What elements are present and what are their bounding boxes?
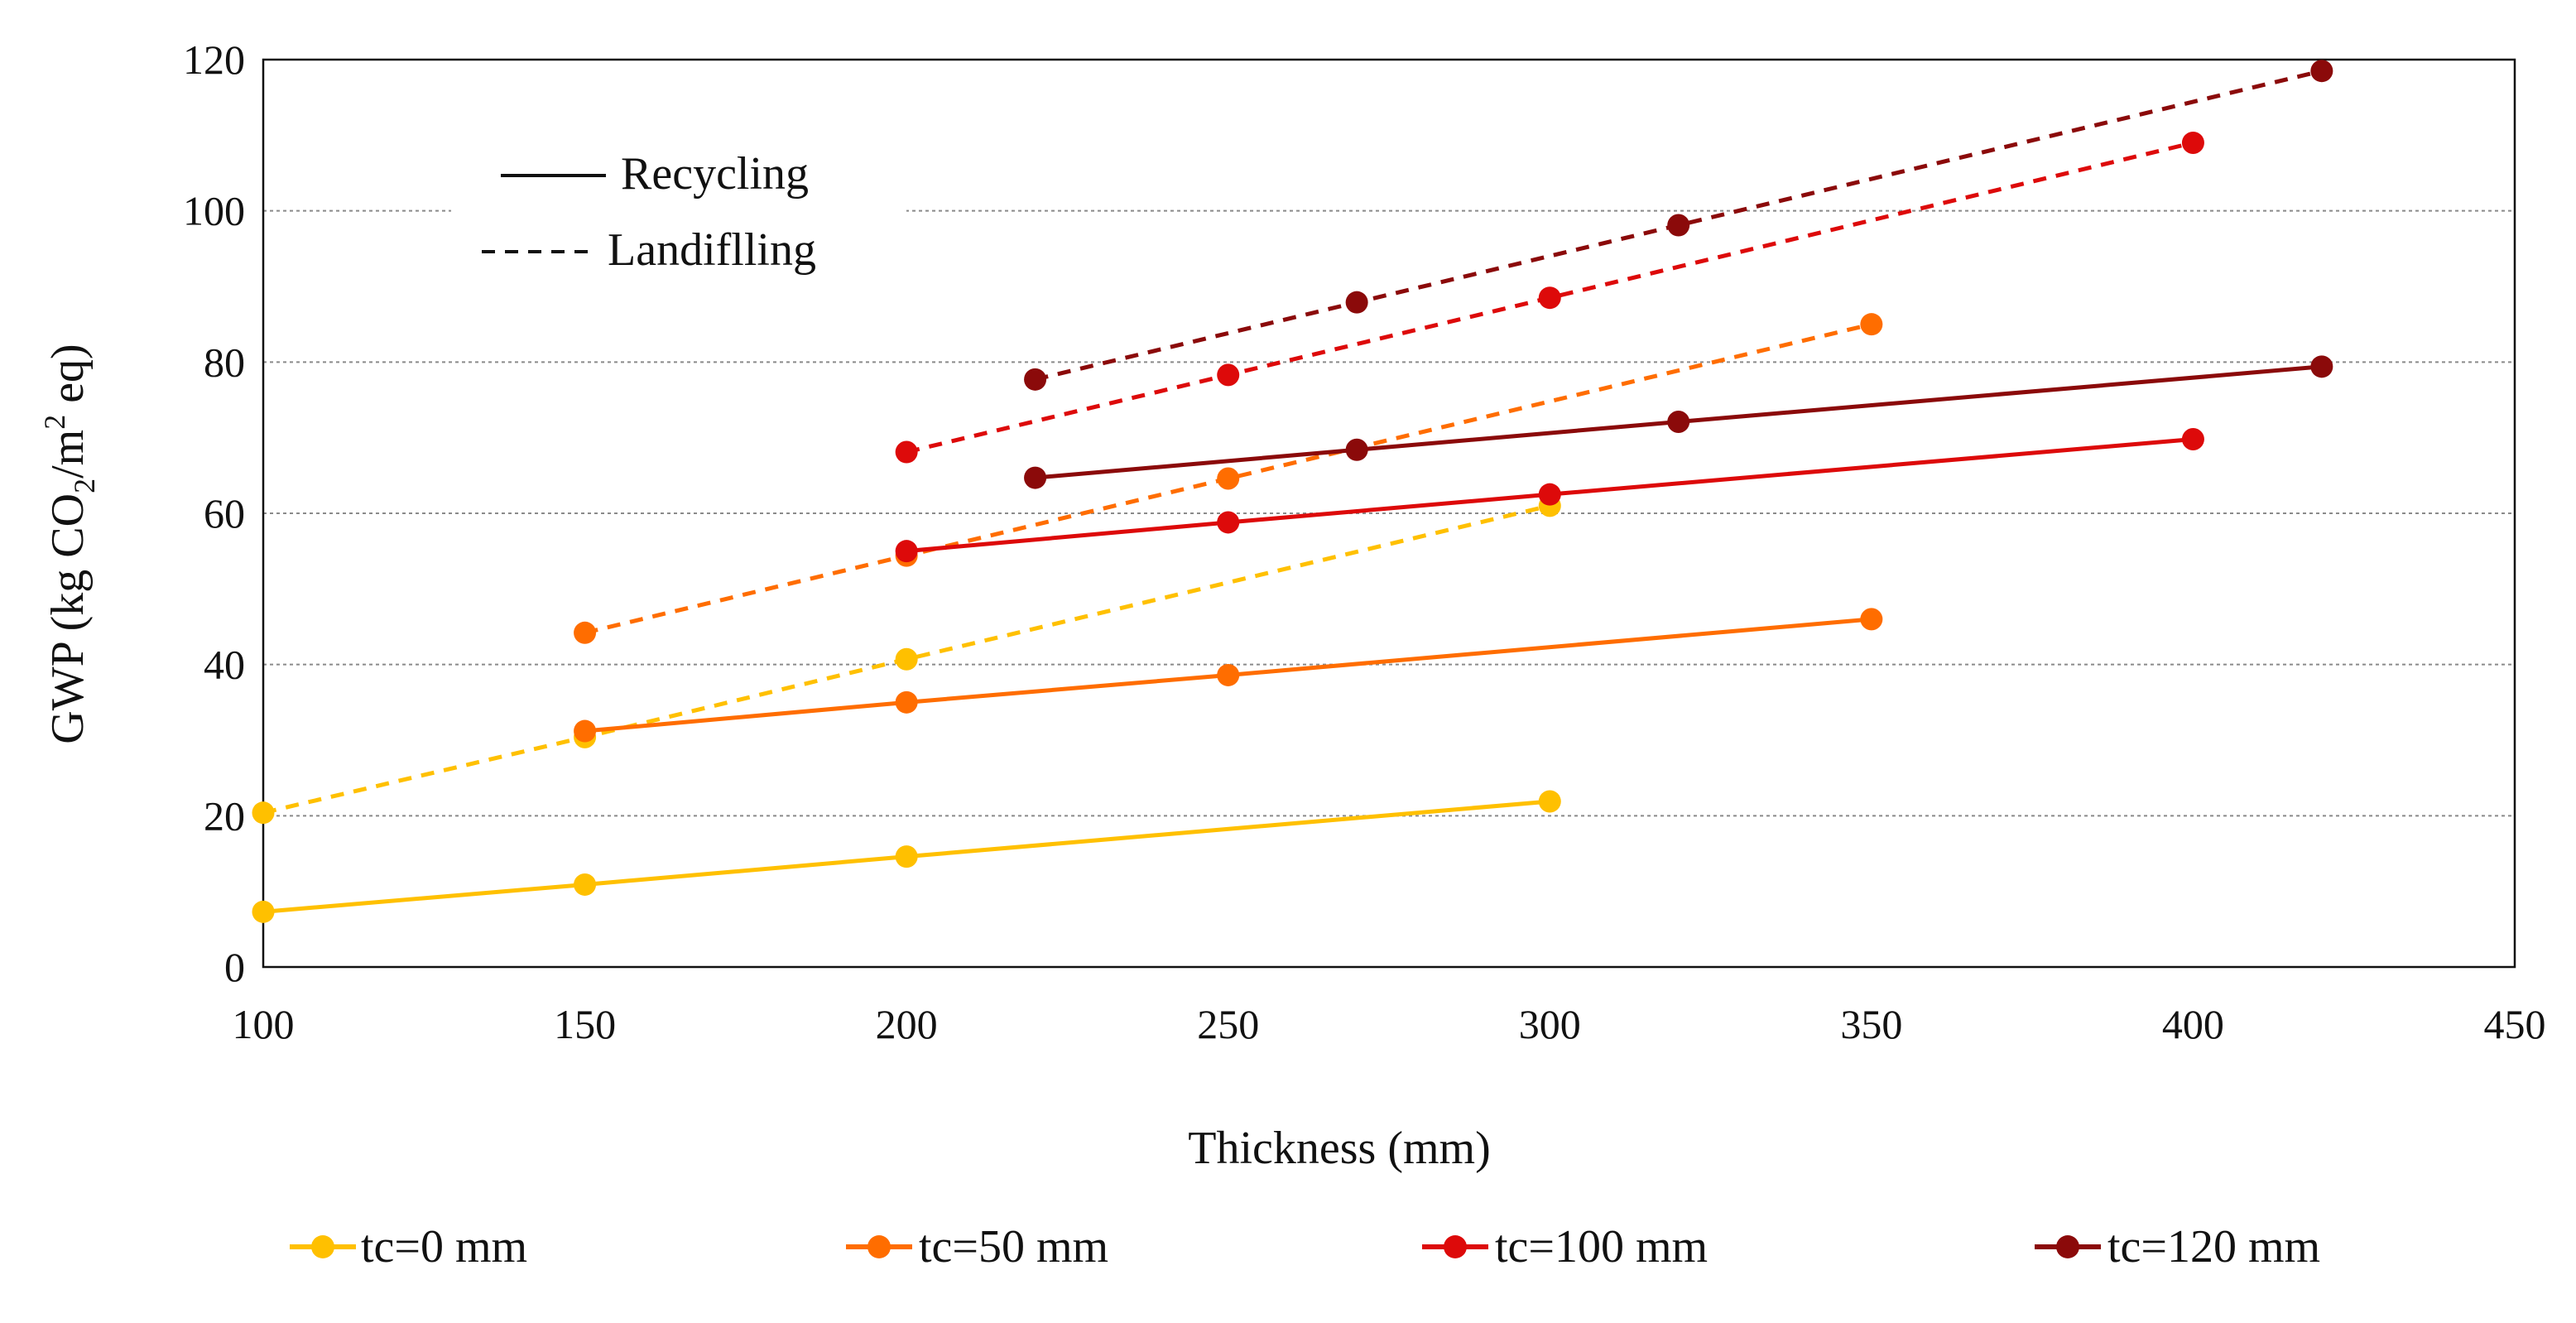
- series-tc-120-mm-recycling: [1024, 355, 2333, 489]
- data-point: [895, 690, 918, 714]
- y-tick-label: 0: [224, 944, 245, 990]
- plot-frame: [262, 58, 2516, 969]
- series-tc-50-mm-landfilling: [574, 313, 1883, 644]
- data-point: [1860, 313, 1883, 336]
- y-tick-label: 60: [204, 490, 245, 536]
- series-tc-100-mm-recycling: [895, 427, 2204, 563]
- legend-swatch-marker: [2056, 1235, 2079, 1258]
- series-line: [906, 437, 2194, 554]
- x-tick-label: 300: [1519, 1001, 1581, 1047]
- data-point: [1538, 483, 1561, 506]
- data-point: [1217, 511, 1240, 534]
- data-point: [1217, 467, 1240, 490]
- data-point: [1538, 790, 1561, 813]
- series-line: [262, 799, 1550, 914]
- legend-item-tc-100: tc=100 mm: [1422, 1221, 1708, 1272]
- style-legend-background: [451, 137, 906, 310]
- data-point: [2181, 131, 2204, 154]
- data-point: [1217, 663, 1240, 686]
- data-point: [574, 621, 597, 644]
- recycling-legend-label: Recycling: [621, 148, 809, 200]
- x-tick-label: 150: [554, 1001, 616, 1047]
- x-tick-label: 100: [233, 1001, 295, 1047]
- y-tick-label: 40: [204, 642, 245, 688]
- data-point: [574, 873, 597, 896]
- series-line: [584, 322, 1872, 635]
- legend-label: tc=50 mm: [919, 1221, 1108, 1272]
- legend-item-tc-0: tc=0 mm: [290, 1221, 527, 1272]
- legend-swatch-marker: [311, 1235, 334, 1258]
- y-tick-label: 80: [204, 339, 245, 385]
- data-point: [1217, 363, 1240, 387]
- data-point: [1345, 438, 1368, 461]
- data-point: [1538, 286, 1561, 310]
- data-point: [2181, 427, 2204, 450]
- data-point: [895, 647, 918, 671]
- data-point: [1024, 368, 1047, 391]
- data-point: [574, 719, 597, 743]
- x-tick-label: 400: [2162, 1001, 2224, 1047]
- x-tick-label: 350: [1840, 1001, 1902, 1047]
- legend-label: tc=0 mm: [361, 1221, 527, 1272]
- series-layer: [252, 60, 2333, 923]
- data-point: [2310, 60, 2333, 83]
- data-point: [895, 540, 918, 563]
- data-point: [1345, 291, 1368, 314]
- y-tick-label: 100: [183, 188, 245, 234]
- series-line: [1035, 364, 2323, 480]
- data-point: [1024, 466, 1047, 489]
- x-axis-title: Thickness (mm): [1188, 1123, 1490, 1174]
- series-line: [906, 141, 2194, 455]
- data-point: [895, 440, 918, 464]
- legend-item-tc-120: tc=120 mm: [2035, 1221, 2320, 1272]
- data-point: [1860, 608, 1883, 631]
- y-axis-title: GWP (kg CO2/m2 eq): [38, 344, 101, 743]
- series-tc-50-mm-recycling: [574, 608, 1883, 743]
- series-line: [584, 617, 1872, 734]
- legend-swatch-marker: [867, 1235, 891, 1258]
- legend-label: tc=100 mm: [1495, 1221, 1708, 1272]
- legend-item-tc-50: tc=50 mm: [846, 1221, 1108, 1272]
- x-tick-label: 450: [2484, 1001, 2546, 1047]
- series-tc-0-mm-recycling: [252, 790, 1561, 923]
- tick-labels: 0 20 40 60 80 100 120 100 150 200 250 300 350 400 450: [183, 36, 2546, 1047]
- data-point: [2310, 355, 2333, 378]
- data-point: [252, 900, 275, 923]
- series-tc-100-mm-landfilling: [895, 131, 2204, 464]
- data-point: [895, 845, 918, 868]
- axes: [262, 58, 2516, 969]
- x-tick-label: 250: [1197, 1001, 1259, 1047]
- series-line: [1034, 69, 2323, 382]
- legend-swatch-marker: [1444, 1235, 1467, 1258]
- series-line: [262, 503, 1550, 815]
- x-tick-label: 200: [876, 1001, 938, 1047]
- data-point: [252, 801, 275, 825]
- style-legend: Recycling Landiflling: [451, 137, 906, 310]
- landfilling-legend-label: Landiflling: [608, 224, 816, 276]
- series-tc-120-mm-landfilling: [1024, 60, 2333, 391]
- data-point: [1667, 214, 1690, 237]
- y-tick-label: 120: [183, 36, 245, 83]
- y-tick-label: 20: [204, 792, 245, 839]
- series-legend: tc=0 mm tc=50 mm tc=100 mm tc=120 mm: [290, 1221, 2320, 1272]
- data-point: [1667, 410, 1690, 433]
- legend-label: tc=120 mm: [2107, 1221, 2320, 1272]
